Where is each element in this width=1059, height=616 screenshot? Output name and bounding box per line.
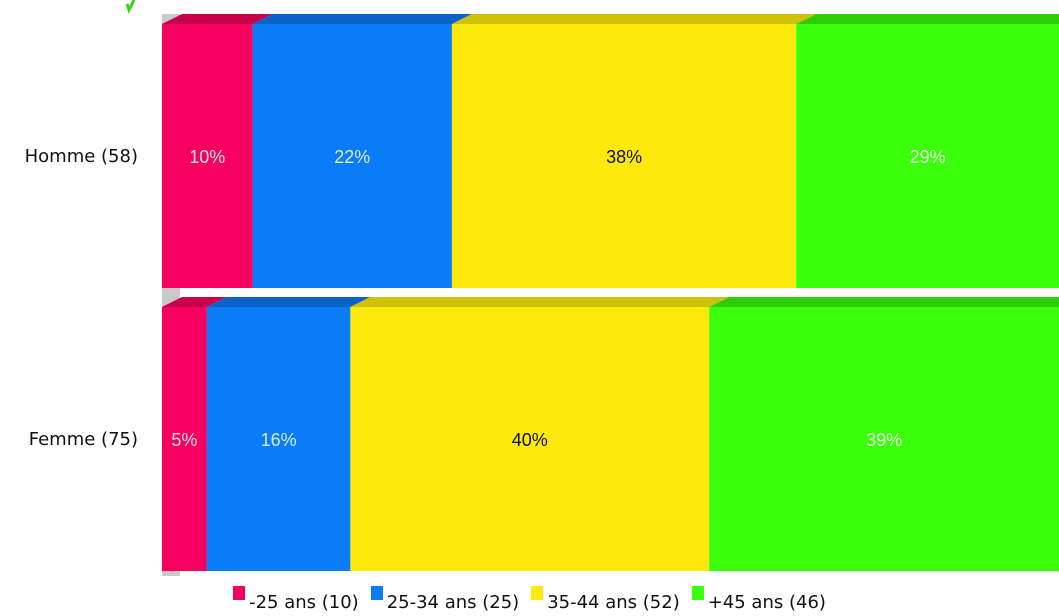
category-label: Femme (75) [29, 429, 138, 450]
bar-segment-top [162, 297, 227, 307]
bar-segment-top [350, 297, 730, 307]
bar-segment-top [709, 297, 1059, 307]
data-label: 22% [334, 147, 370, 167]
bar-segment [451, 24, 797, 288]
legend-swatch [691, 586, 704, 600]
bar-segment [206, 307, 351, 571]
legend-item: -25 ans (10) [233, 586, 359, 616]
legend-swatch [531, 586, 544, 600]
legend-item: 35-44 ans (52) [531, 586, 680, 616]
legend-swatch [233, 586, 246, 600]
legend-item: +45 ans (46) [691, 586, 826, 616]
bar-segment [252, 24, 452, 288]
legend-label: -25 ans (10) [249, 592, 359, 613]
corner-mark [125, 0, 136, 14]
bar-segment-top [206, 297, 371, 307]
data-label: 38% [606, 147, 642, 167]
data-label: 39% [866, 430, 902, 450]
data-label: 29% [910, 147, 946, 167]
data-label: 40% [512, 430, 548, 450]
bar-segment-top [796, 14, 1059, 24]
legend-swatch [370, 586, 383, 600]
legend-label: 25-34 ans (25) [386, 592, 520, 613]
category-label: Homme (58) [25, 146, 138, 167]
legend-item: 25-34 ans (25) [370, 586, 520, 616]
data-label: 10% [189, 147, 225, 167]
legend-label: 35-44 ans (52) [547, 592, 680, 613]
bar-segment [162, 307, 207, 571]
bar-segment [162, 24, 253, 288]
legend: -25 ans (10) 25-34 ans (25) 35-44 ans (52)… [0, 586, 1059, 614]
bar-segment [709, 307, 1059, 571]
bar-segment-top [252, 14, 472, 24]
bar-segment-top [451, 14, 817, 24]
data-label: 16% [261, 430, 297, 450]
bar-segment [796, 24, 1059, 288]
data-label: 5% [171, 430, 197, 450]
bar-segment-top [162, 14, 273, 24]
bar-segment [350, 307, 710, 571]
legend-label: +45 ans (46) [707, 592, 826, 613]
